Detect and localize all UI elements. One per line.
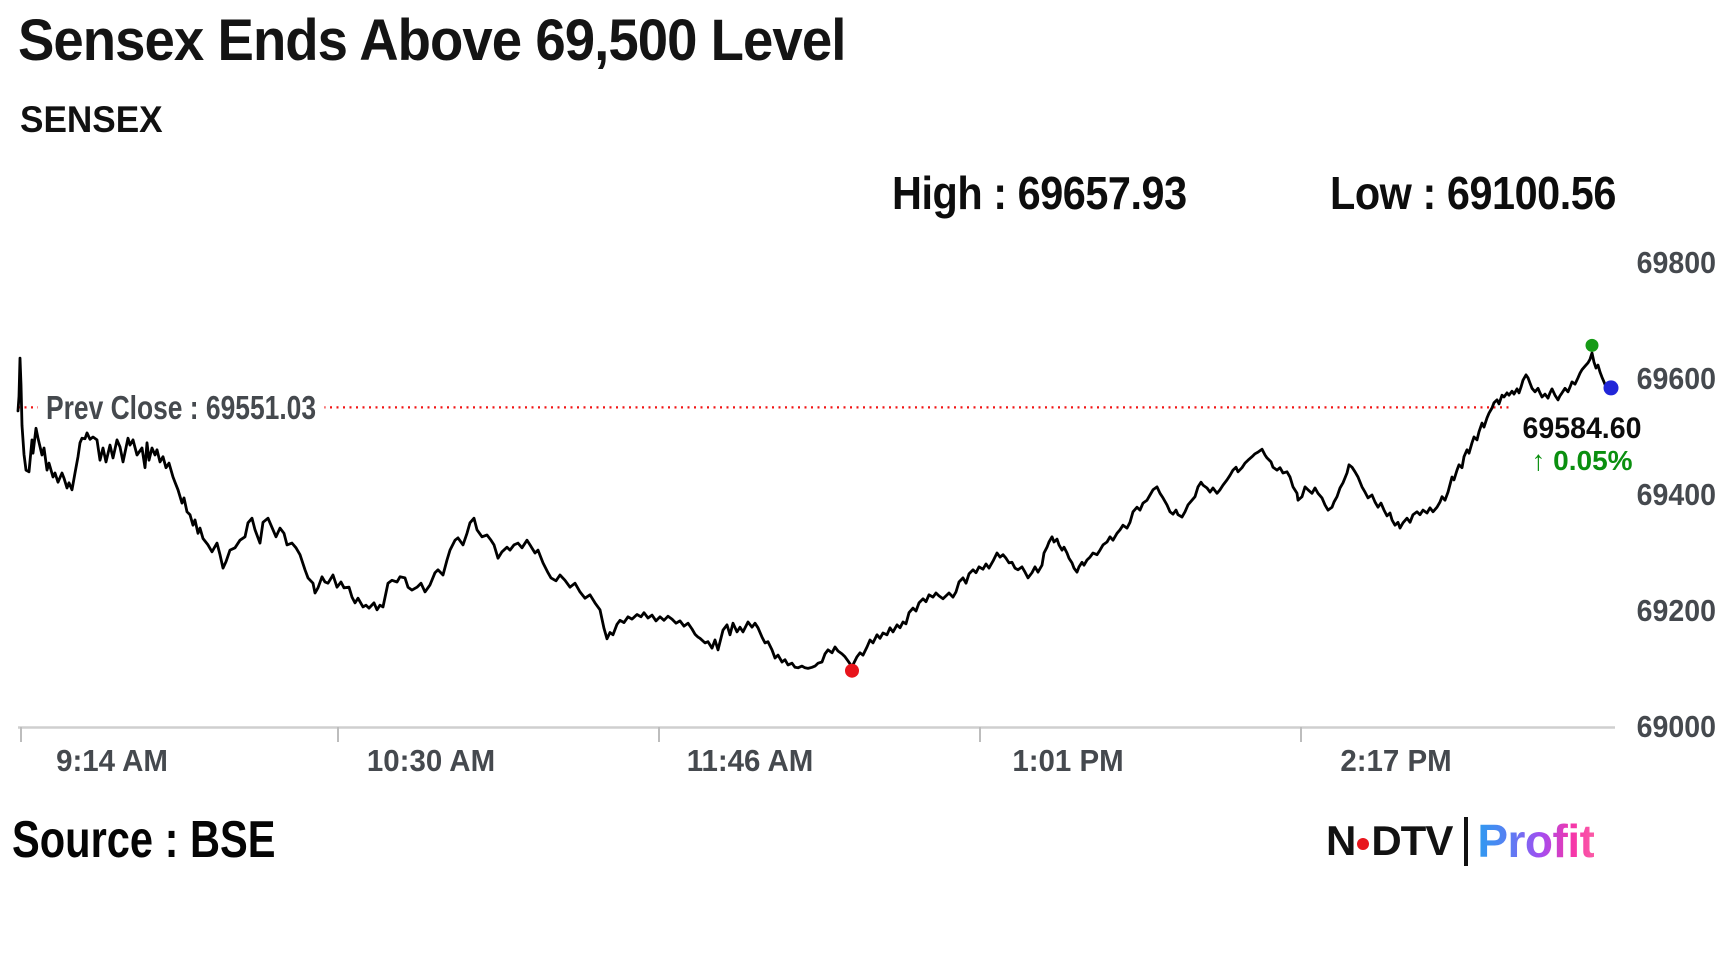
index-name-label: SENSEX: [20, 99, 163, 140]
marker-dots: [845, 338, 1619, 678]
last-change-label: ↑ 0.05%: [1531, 445, 1633, 476]
profit-wordmark: Profit: [1477, 815, 1595, 867]
y-tick-label: 69000: [1636, 709, 1716, 744]
y-tick-label: 69600: [1636, 361, 1716, 396]
y-tick-label: 69400: [1636, 477, 1716, 512]
x-tick-label: 10:30 AM: [366, 743, 496, 778]
x-tick-label: 1:01 PM: [1012, 743, 1124, 778]
high-marker: [1585, 338, 1599, 352]
logo-separator-bar: [1464, 816, 1469, 866]
close-marker: [1603, 380, 1619, 396]
ndtv-letter-n: N: [1326, 817, 1356, 864]
price-line: [16, 351, 1612, 670]
ndtv-wordmark: N DTV: [1326, 815, 1453, 867]
source-label: Source : BSE: [12, 811, 276, 869]
x-axis-ticks: [20, 727, 1302, 742]
last-price-label: 69584.60: [1522, 412, 1642, 445]
y-tick-label: 69200: [1636, 593, 1716, 628]
ndtv-red-dot-icon: [1357, 838, 1370, 850]
page-title: Sensex Ends Above 69,500 Level: [18, 8, 846, 73]
prev-close-label: Prev Close : 69551.03: [38, 390, 325, 425]
x-tick-label: 11:46 AM: [686, 743, 814, 778]
x-tick-label: 2:17 PM: [1340, 743, 1452, 778]
y-tick-label: 69800: [1636, 245, 1716, 280]
ndtv-letters-dtv: DTV: [1371, 817, 1453, 864]
low-marker: [845, 663, 859, 678]
day-high-label: High : 69657.93: [892, 167, 1187, 219]
x-tick-label: 9:14 AM: [56, 743, 168, 778]
day-low-label: Low : 69100.56: [1330, 167, 1616, 219]
ndtv-profit-logo: N DTV Profit: [1326, 815, 1595, 867]
